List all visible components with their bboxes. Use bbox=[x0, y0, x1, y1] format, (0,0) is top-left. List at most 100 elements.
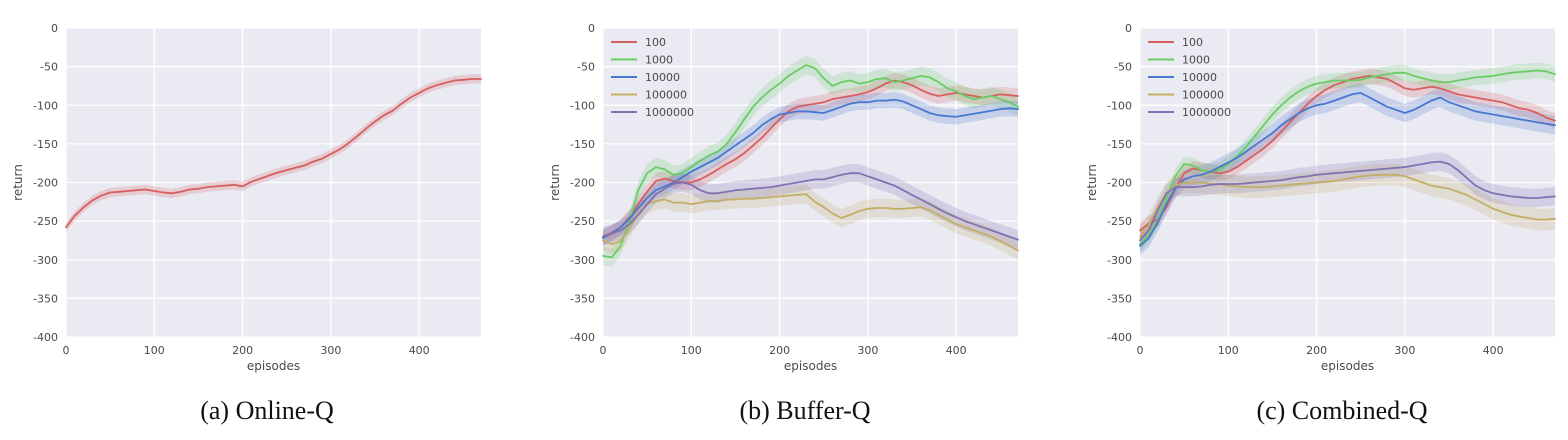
gridlines bbox=[65, 27, 481, 338]
x-tick-label: 100 bbox=[144, 344, 165, 357]
y-tick-label: -400 bbox=[570, 331, 595, 344]
x-axis-label: episodes bbox=[784, 359, 837, 373]
y-tick-labels: 0 -50 -100 -150 -200 -250 -300 -350 -400 bbox=[33, 22, 58, 344]
y-tick-label: -400 bbox=[33, 331, 58, 344]
panel-buffer-q: 0 100 200 300 400 0 -50 -100 -150 -200 -250 -300 -3… bbox=[548, 22, 1019, 425]
y-tick-label: -400 bbox=[1107, 331, 1132, 344]
x-tick-label: 300 bbox=[1394, 344, 1415, 357]
legend-item-100: 100 bbox=[611, 36, 666, 49]
y-tick-label: -200 bbox=[570, 177, 595, 190]
y-tick-label: -250 bbox=[1107, 215, 1132, 228]
x-tick-label: 300 bbox=[857, 344, 878, 357]
x-tick-labels: 0 100 200 300 400 bbox=[63, 344, 430, 357]
legend-label: 1000000 bbox=[645, 106, 694, 119]
series-10000-band bbox=[1140, 83, 1555, 256]
series-10000-line bbox=[602, 98, 1019, 240]
series-100000-line bbox=[1139, 173, 1556, 238]
gridlines bbox=[1139, 27, 1555, 338]
series-100000-band bbox=[603, 184, 1018, 260]
y-tick-label: 0 bbox=[588, 22, 595, 35]
y-tick-label: -150 bbox=[1107, 138, 1132, 151]
y-tick-labels: 0 -50 -100 -150 -200 -250 -300 -350 -400 bbox=[1107, 22, 1132, 344]
series-1000000-band bbox=[1140, 152, 1555, 250]
y-tick-label: -200 bbox=[1107, 177, 1132, 190]
panel-caption: (c) Combined-Q bbox=[1256, 396, 1427, 425]
y-tick-label: -250 bbox=[570, 215, 595, 228]
y-tick-label: -150 bbox=[570, 138, 595, 151]
series-100-line bbox=[602, 79, 1019, 238]
confidence-bands bbox=[603, 55, 1018, 267]
series-1000-line bbox=[602, 64, 1019, 259]
legend-item-10000: 10000 bbox=[1148, 71, 1217, 84]
y-tick-label: 0 bbox=[1125, 22, 1132, 35]
panel-combined-q: 0 100 200 300 400 0 -50 -100 -150 -200 -250 -300 -3… bbox=[1085, 22, 1556, 425]
x-tick-label: 200 bbox=[1306, 344, 1327, 357]
y-tick-label: -100 bbox=[1107, 99, 1132, 112]
series-100000-band bbox=[1140, 164, 1555, 248]
y-tick-label: -300 bbox=[570, 254, 595, 267]
series-100-band bbox=[603, 72, 1018, 245]
y-tick-label: -50 bbox=[40, 61, 58, 74]
x-tick-label: 0 bbox=[600, 344, 607, 357]
legend-item-1000000: 1000000 bbox=[611, 106, 694, 119]
series-lines bbox=[65, 78, 482, 229]
series-lines bbox=[1139, 69, 1556, 247]
x-tick-label: 300 bbox=[320, 344, 341, 357]
series-line bbox=[65, 78, 482, 229]
confidence-bands bbox=[1140, 62, 1555, 256]
panel-caption: (b) Buffer-Q bbox=[739, 396, 870, 425]
legend-label: 1000 bbox=[645, 54, 673, 67]
y-tick-label: -100 bbox=[570, 99, 595, 112]
legend-label: 10000 bbox=[1182, 71, 1217, 84]
legend-item-100000: 100000 bbox=[1148, 89, 1224, 102]
legend-label: 100000 bbox=[1182, 89, 1224, 102]
y-tick-label: -100 bbox=[33, 99, 58, 112]
x-axis-label: episodes bbox=[1321, 359, 1374, 373]
legend-label: 100 bbox=[645, 36, 666, 49]
series-1000000-line bbox=[1139, 160, 1556, 242]
series-1000000-band bbox=[603, 164, 1018, 249]
series-10000-band bbox=[603, 92, 1018, 246]
legend-item-10000: 10000 bbox=[611, 71, 680, 84]
y-axis-label: return bbox=[11, 164, 25, 201]
legend-label: 100 bbox=[1182, 36, 1203, 49]
series-100000-line bbox=[602, 193, 1019, 252]
x-tick-label: 0 bbox=[63, 344, 70, 357]
legend-label: 10000 bbox=[645, 71, 680, 84]
x-tick-label: 200 bbox=[232, 344, 253, 357]
legend-label: 1000 bbox=[1182, 54, 1210, 67]
y-axis-label: return bbox=[1085, 164, 1099, 201]
y-axis-label: return bbox=[548, 164, 562, 201]
y-tick-label: -300 bbox=[33, 254, 58, 267]
x-tick-label: 400 bbox=[946, 344, 967, 357]
x-axis-label: episodes bbox=[247, 359, 300, 373]
x-tick-label: 100 bbox=[1218, 344, 1239, 357]
legend-label: 100000 bbox=[645, 89, 687, 102]
legend: 100 1000 10000 100000 1000000 bbox=[1148, 36, 1231, 119]
y-tick-label: -300 bbox=[1107, 254, 1132, 267]
legend-label: 1000000 bbox=[1182, 106, 1231, 119]
series-10000-line bbox=[1139, 92, 1556, 247]
legend-item-100000: 100000 bbox=[611, 89, 687, 102]
y-tick-label: 0 bbox=[51, 22, 58, 35]
y-tick-label: -50 bbox=[577, 61, 595, 74]
series-lines bbox=[602, 64, 1019, 259]
y-tick-label: -50 bbox=[1114, 61, 1132, 74]
legend-item-1000: 1000 bbox=[1148, 54, 1210, 67]
legend-item-1000: 1000 bbox=[611, 54, 673, 67]
y-tick-labels: 0 -50 -100 -150 -200 -250 -300 -350 -400 bbox=[570, 22, 595, 344]
series-1000000-line bbox=[602, 172, 1019, 241]
y-tick-label: -350 bbox=[570, 292, 595, 305]
panel-online-q: 0 100 200 300 400 0 -50 -100 -150 -200 -250 -300 -3… bbox=[11, 22, 482, 425]
legend: 100 1000 10000 100000 1000000 bbox=[611, 36, 694, 119]
x-tick-label: 400 bbox=[409, 344, 430, 357]
legend-item-100: 100 bbox=[1148, 36, 1203, 49]
y-tick-label: -150 bbox=[33, 138, 58, 151]
y-tick-label: -250 bbox=[33, 215, 58, 228]
y-tick-label: -350 bbox=[33, 292, 58, 305]
x-tick-label: 0 bbox=[1137, 344, 1144, 357]
legend-item-1000000: 1000000 bbox=[1148, 106, 1231, 119]
x-tick-label: 100 bbox=[681, 344, 702, 357]
y-tick-label: -200 bbox=[33, 177, 58, 190]
x-tick-labels: 0 100 200 300 400 bbox=[600, 344, 967, 357]
